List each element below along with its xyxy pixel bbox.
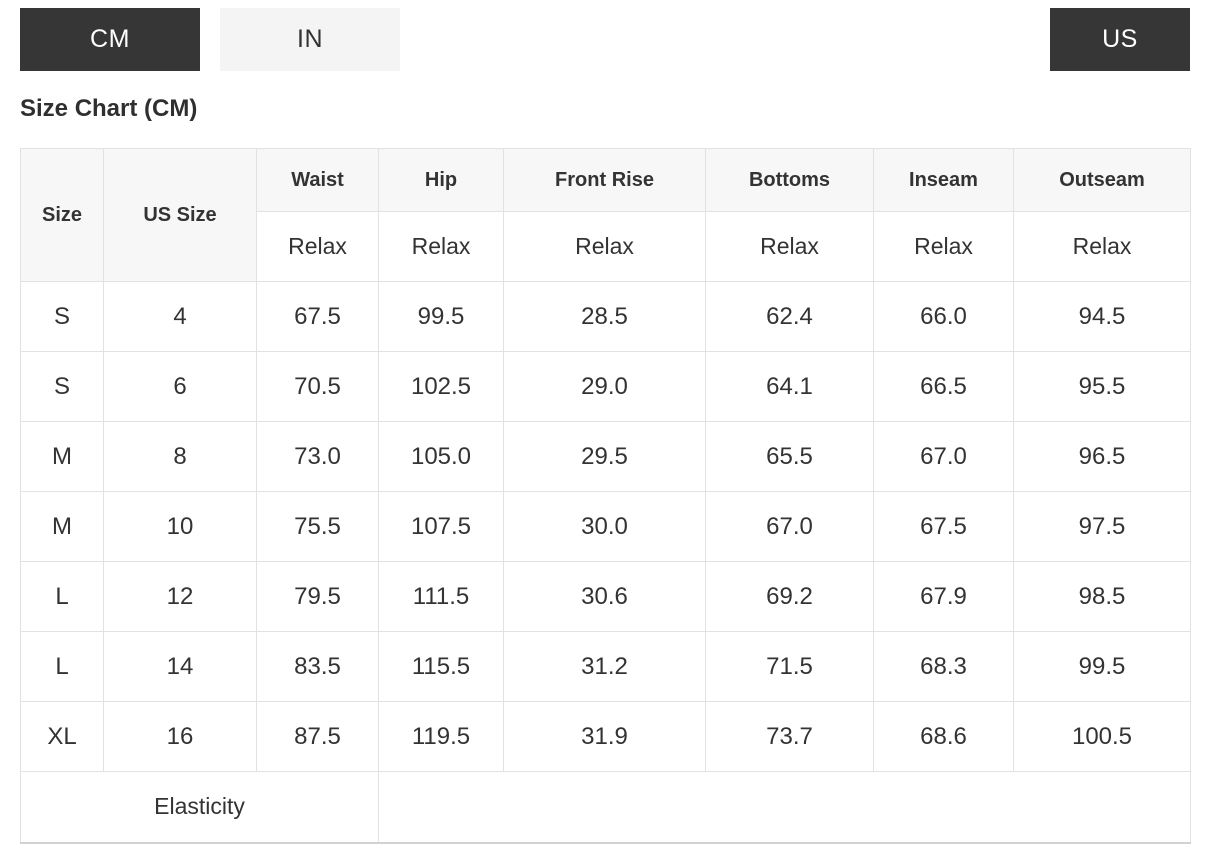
cell-waist: 73.0	[256, 421, 379, 492]
cell-waist: 67.5	[256, 281, 379, 352]
col-header-outseam: Outseam	[1013, 148, 1191, 212]
table-row-xl16: XL 16 87.5 119.5 31.9 73.7 68.6 100.5	[20, 701, 1191, 772]
cell-waist: 83.5	[256, 631, 379, 702]
cell-hip: 111.5	[378, 561, 504, 632]
cell-bottoms: 67.0	[705, 491, 874, 562]
table-row-s4: S 4 67.5 99.5 28.5 62.4 66.0 94.5	[20, 281, 1191, 352]
fit-cell-bottoms: Relax	[705, 211, 874, 282]
cell-inseam: 67.0	[873, 421, 1014, 492]
cell-inseam: 66.0	[873, 281, 1014, 352]
cell-us-size: 8	[103, 421, 257, 492]
col-header-waist: Waist	[256, 148, 379, 212]
fit-cell-inseam: Relax	[873, 211, 1014, 282]
unit-in-button[interactable]: IN	[220, 8, 400, 71]
fit-cell-front-rise: Relax	[503, 211, 706, 282]
col-header-inseam: Inseam	[873, 148, 1014, 212]
cell-size: XL	[20, 701, 104, 772]
cell-waist: 87.5	[256, 701, 379, 772]
cell-hip: 107.5	[378, 491, 504, 562]
cell-outseam: 100.5	[1013, 701, 1191, 772]
cell-front-rise: 30.6	[503, 561, 706, 632]
cell-waist: 70.5	[256, 351, 379, 422]
cell-inseam: 68.3	[873, 631, 1014, 702]
size-chart-table: Size US Size Waist Hip Front Rise Bottom…	[20, 148, 1191, 844]
cell-size: L	[20, 561, 104, 632]
col-header-hip: Hip	[378, 148, 504, 212]
cell-us-size: 14	[103, 631, 257, 702]
cell-us-size: 4	[103, 281, 257, 352]
cell-front-rise: 29.0	[503, 351, 706, 422]
cell-bottoms: 71.5	[705, 631, 874, 702]
page-title: Size Chart (CM)	[20, 95, 198, 122]
cell-front-rise: 31.9	[503, 701, 706, 772]
cell-outseam: 96.5	[1013, 421, 1191, 492]
cell-inseam: 66.5	[873, 351, 1014, 422]
cell-us-size: 16	[103, 701, 257, 772]
col-header-us-size-highlighted: US Size	[103, 148, 257, 282]
cell-hip: 119.5	[378, 701, 504, 772]
cell-us-size: 6	[103, 351, 257, 422]
cell-outseam: 98.5	[1013, 561, 1191, 632]
cell-front-rise: 30.0	[503, 491, 706, 562]
size-system-us-button[interactable]: US	[1050, 8, 1190, 71]
cell-waist: 79.5	[256, 561, 379, 632]
cell-size: M	[20, 491, 104, 562]
cell-waist: 75.5	[256, 491, 379, 562]
elasticity-row: Elasticity	[20, 771, 1191, 844]
cell-size: S	[20, 351, 104, 422]
cell-bottoms: 64.1	[705, 351, 874, 422]
cell-outseam: 99.5	[1013, 631, 1191, 702]
cell-bottoms: 73.7	[705, 701, 874, 772]
unit-toggle-group: CM IN US	[20, 8, 1190, 71]
col-header-size: Size	[20, 148, 104, 282]
cell-hip: 102.5	[378, 351, 504, 422]
cell-us-size: 12	[103, 561, 257, 632]
table-row-m10: M 10 75.5 107.5 30.0 67.0 67.5 97.5	[20, 491, 1191, 562]
col-header-front-rise: Front Rise	[503, 148, 706, 212]
fit-cell-waist: Relax	[256, 211, 379, 282]
fit-subheader-row: Relax Relax Relax Relax Relax Relax	[21, 211, 1191, 282]
cell-outseam: 94.5	[1013, 281, 1191, 352]
cell-inseam: 67.5	[873, 491, 1014, 562]
table-row-l12: L 12 79.5 111.5 30.6 69.2 67.9 98.5	[20, 561, 1191, 632]
cell-hip: 105.0	[378, 421, 504, 492]
table-row-s6: S 6 70.5 102.5 29.0 64.1 66.5 95.5	[20, 351, 1191, 422]
cell-bottoms: 62.4	[705, 281, 874, 352]
fit-cell-hip: Relax	[378, 211, 504, 282]
cell-size: L	[20, 631, 104, 702]
elasticity-label: Elasticity	[20, 771, 379, 844]
cell-hip: 115.5	[378, 631, 504, 702]
col-header-bottoms: Bottoms	[705, 148, 874, 212]
cell-front-rise: 29.5	[503, 421, 706, 492]
elasticity-value	[378, 771, 1191, 844]
cell-hip: 99.5	[378, 281, 504, 352]
fit-cell-outseam: Relax	[1013, 211, 1191, 282]
cell-outseam: 95.5	[1013, 351, 1191, 422]
table-header-row: Size US Size Waist Hip Front Rise Bottom…	[20, 148, 1191, 282]
table-row-m8: M 8 73.0 105.0 29.5 65.5 67.0 96.5	[20, 421, 1191, 492]
table-row-l14: L 14 83.5 115.5 31.2 71.5 68.3 99.5	[20, 631, 1191, 702]
cell-outseam: 97.5	[1013, 491, 1191, 562]
unit-cm-button[interactable]: CM	[20, 8, 200, 71]
cell-inseam: 68.6	[873, 701, 1014, 772]
cell-size: S	[20, 281, 104, 352]
cell-bottoms: 69.2	[705, 561, 874, 632]
cell-inseam: 67.9	[873, 561, 1014, 632]
cell-size: M	[20, 421, 104, 492]
cell-bottoms: 65.5	[705, 421, 874, 492]
cell-us-size: 10	[103, 491, 257, 562]
cell-front-rise: 28.5	[503, 281, 706, 352]
cell-front-rise: 31.2	[503, 631, 706, 702]
